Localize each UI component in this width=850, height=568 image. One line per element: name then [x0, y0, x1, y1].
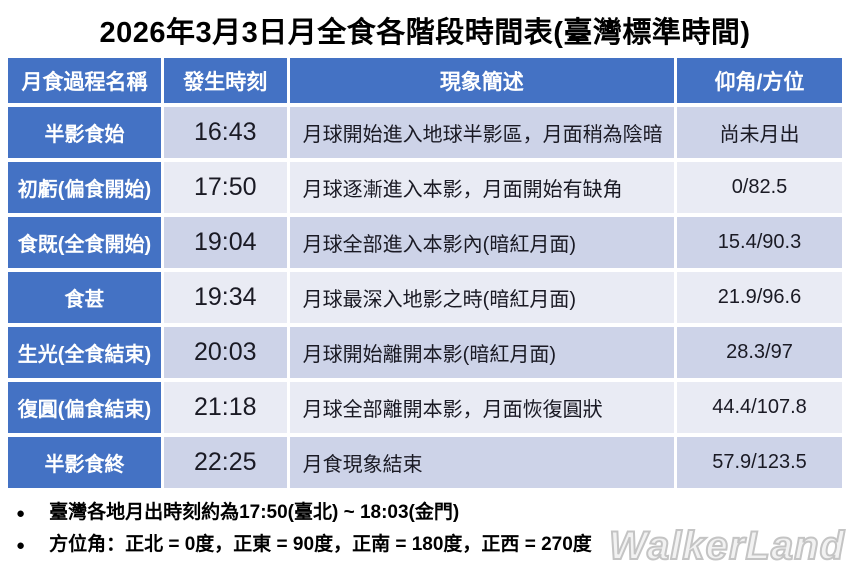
description-cell: 月球全部離開本影，月面恢復圓狀 [289, 382, 674, 433]
phase-cell: 食甚 [8, 272, 161, 323]
table-row: 食既(全食開始) 19:04 月球全部進入本影內(暗紅月面) 15.4/90.3 [8, 217, 842, 268]
time-cell: 19:34 [163, 272, 287, 323]
table-row: 半影食始 16:43 月球開始進入地球半影區，月面稍為陰暗 尚未月出 [8, 107, 842, 158]
phase-cell: 生光(全食結束) [8, 327, 161, 378]
header-occurrence-time: 發生時刻 [163, 58, 287, 103]
page-title: 2026年3月3日月全食各階段時間表(臺灣標準時間) [99, 17, 751, 49]
description-cell: 月球開始進入地球半影區，月面稍為陰暗 [289, 107, 674, 158]
phase-cell: 半影食終 [8, 437, 161, 488]
description-cell: 月球開始離開本影(暗紅月面) [289, 327, 674, 378]
time-cell: 19:04 [163, 217, 287, 268]
description-cell: 月食現象結束 [289, 437, 674, 488]
note-azimuth-reference: ● 方位角：正北 = 0度，正東 = 90度，正南 = 180度，正西 = 27… [16, 533, 850, 558]
angle-cell: 21.9/96.6 [676, 272, 842, 323]
time-cell: 20:03 [163, 327, 287, 378]
phase-cell: 半影食始 [8, 107, 161, 158]
time-cell: 17:50 [163, 162, 287, 213]
table-row: 食甚 19:34 月球最深入地影之時(暗紅月面) 21.9/96.6 [8, 272, 842, 323]
header-phase-name: 月食過程名稱 [8, 58, 161, 103]
description-cell: 月球逐漸進入本影，月面開始有缺角 [289, 162, 674, 213]
time-cell: 16:43 [163, 107, 287, 158]
bullet-icon: ● [16, 505, 26, 522]
note-moonrise-times: ● 臺灣各地月出時刻約為17:50(臺北) ~ 18:03(金門) [16, 501, 850, 526]
header-elevation-azimuth: 仰角/方位 [676, 58, 842, 103]
phase-cell: 復圓(偏食結束) [8, 382, 161, 433]
angle-cell: 28.3/97 [676, 327, 842, 378]
table-row: 復圓(偏食結束) 21:18 月球全部離開本影，月面恢復圓狀 44.4/107.… [8, 382, 842, 433]
description-cell: 月球最深入地影之時(暗紅月面) [289, 272, 674, 323]
angle-cell: 0/82.5 [676, 162, 842, 213]
eclipse-phase-table: 月食過程名稱 發生時刻 現象簡述 仰角/方位 半影食始 16:43 月球開始進入… [5, 54, 845, 492]
table-row: 生光(全食結束) 20:03 月球開始離開本影(暗紅月面) 28.3/97 [8, 327, 842, 378]
note-text: 臺灣各地月出時刻約為17:50(臺北) ~ 18:03(金門) [49, 502, 460, 523]
table-header-row: 月食過程名稱 發生時刻 現象簡述 仰角/方位 [8, 58, 842, 103]
description-cell: 月球全部進入本影內(暗紅月面) [289, 217, 674, 268]
table-row: 半影食終 22:25 月食現象結束 57.9/123.5 [8, 437, 842, 488]
time-cell: 21:18 [163, 382, 287, 433]
bullet-icon: ● [16, 537, 26, 554]
angle-cell: 57.9/123.5 [676, 437, 842, 488]
time-cell: 22:25 [163, 437, 287, 488]
angle-cell: 44.4/107.8 [676, 382, 842, 433]
phase-cell: 初虧(偏食開始) [8, 162, 161, 213]
phase-cell: 食既(全食開始) [8, 217, 161, 268]
angle-cell: 15.4/90.3 [676, 217, 842, 268]
angle-cell: 尚未月出 [676, 107, 842, 158]
table-row: 初虧(偏食開始) 17:50 月球逐漸進入本影，月面開始有缺角 0/82.5 [8, 162, 842, 213]
footnotes: ● 臺灣各地月出時刻約為17:50(臺北) ~ 18:03(金門) ● 方位角：… [16, 501, 850, 558]
header-description: 現象簡述 [289, 58, 674, 103]
note-text: 方位角：正北 = 0度，正東 = 90度，正南 = 180度，正西 = 270度 [49, 534, 592, 555]
